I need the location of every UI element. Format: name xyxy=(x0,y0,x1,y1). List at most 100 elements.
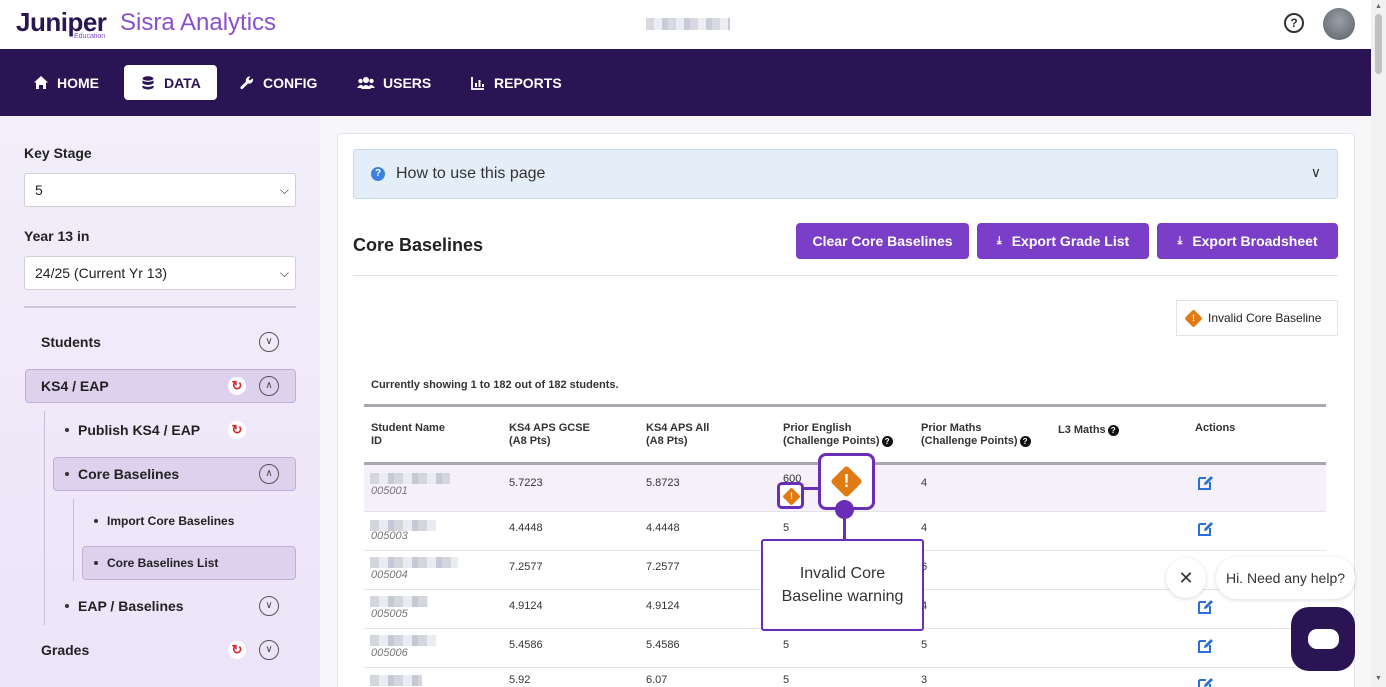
school-name-redacted xyxy=(646,18,730,30)
ks4-all-value: 7.2577 xyxy=(646,561,680,573)
how-to-accordion[interactable]: ? How to use this page ∨ xyxy=(353,149,1338,199)
callout-connector xyxy=(804,487,820,490)
col-student-name[interactable]: Student Name ID xyxy=(371,422,445,448)
nav-users[interactable]: USERS xyxy=(341,65,447,100)
chevron-down-icon[interactable]: ∨ xyxy=(259,596,279,616)
legend: Invalid Core Baseline xyxy=(1176,300,1338,336)
export-broadsheet-button[interactable]: ⤓ Export Broadsheet xyxy=(1157,223,1338,259)
col-prior-english[interactable]: Prior English (Challenge Points)? xyxy=(783,422,893,448)
student-id: 005001 xyxy=(371,485,408,497)
bullet xyxy=(94,561,98,565)
sidebar-item-ks4-eap[interactable]: KS4 / EAP xyxy=(25,369,296,403)
clear-core-baselines-button[interactable]: Clear Core Baselines xyxy=(796,223,969,259)
question-circle-icon[interactable]: ? xyxy=(1019,435,1031,447)
nav-users-label: USERS xyxy=(383,74,432,91)
sidebar-item-import-core[interactable]: Import Core Baselines xyxy=(94,504,234,538)
nav-home[interactable]: HOME xyxy=(17,65,115,100)
bar-chart-icon xyxy=(471,76,484,90)
sidebar-item-eap-baselines[interactable]: EAP / Baselines xyxy=(65,589,184,623)
ks4-all-value: 5.4586 xyxy=(646,639,680,651)
prior-english-value: 5 xyxy=(783,522,790,534)
nav-config[interactable]: CONFIG xyxy=(223,65,333,100)
sidebar-divider xyxy=(24,306,296,308)
ks4-gcse-value: 5.4586 xyxy=(509,639,543,651)
ks4-gcse-value: 7.2577 xyxy=(509,561,543,573)
year-value: 24/25 (Current Yr 13) xyxy=(35,265,168,281)
question-circle-icon[interactable]: ? xyxy=(1284,13,1304,33)
table-row[interactable]: 5.92 6.07 5 3 xyxy=(364,668,1326,687)
brand-logo[interactable]: Juniper xyxy=(16,7,107,37)
student-id: 005004 xyxy=(371,569,408,581)
key-stage-select[interactable]: 5 ⌵ xyxy=(24,173,296,207)
sidebar-item-label: Students xyxy=(41,334,101,350)
chevron-down-icon[interactable]: ∨ xyxy=(259,332,279,352)
question-circle-icon[interactable]: ? xyxy=(1107,424,1119,436)
callout-highlight-small[interactable] xyxy=(777,482,804,509)
col-label: KS4 APS GCSE xyxy=(509,422,590,434)
student-id: 005005 xyxy=(371,608,408,620)
chevron-up-icon[interactable]: ∧ xyxy=(259,376,279,396)
nav-reports[interactable]: REPORTS xyxy=(454,65,578,100)
scrollbar[interactable]: ▲ ▼ xyxy=(1371,0,1386,687)
export-grade-list-button[interactable]: ⤓ Export Grade List xyxy=(977,223,1149,259)
edit-icon[interactable] xyxy=(1196,676,1214,687)
sidebar-item-students[interactable]: Students xyxy=(41,325,101,359)
scroll-up-arrow-icon[interactable]: ▲ xyxy=(1375,3,1382,10)
ks4-all-value: 4.4448 xyxy=(646,522,680,534)
avatar[interactable] xyxy=(1323,8,1355,40)
col-ks4-gcse[interactable]: KS4 APS GCSE (A8 Pts) xyxy=(509,422,590,448)
chevron-down-icon[interactable]: ∨ xyxy=(259,640,279,660)
sidebar-item-core-baselines[interactable]: Core Baselines xyxy=(53,457,296,491)
year-label: Year 13 in xyxy=(24,228,90,244)
edit-icon[interactable] xyxy=(1196,598,1214,616)
col-l3-maths[interactable]: L3 Maths? xyxy=(1058,424,1119,437)
chat-greeting[interactable]: Hi. Need any help? xyxy=(1216,557,1355,599)
prior-maths-value: 6 xyxy=(921,561,928,573)
question-circle-icon[interactable]: ? xyxy=(881,435,893,447)
results-count: Currently showing 1 to 182 out of 182 st… xyxy=(371,379,619,391)
chevron-down-icon: ⌵ xyxy=(279,266,289,280)
main-nav: HOME DATA CONFIG USERS REPORTS xyxy=(0,49,1371,116)
student-name-redacted xyxy=(370,635,436,646)
ks4-gcse-value: 4.9124 xyxy=(509,600,543,612)
callout-connector xyxy=(843,510,846,540)
download-icon: ⤓ xyxy=(996,234,1002,247)
edit-icon[interactable] xyxy=(1196,637,1214,655)
sidebar-item-grades[interactable]: Grades xyxy=(41,633,89,667)
nav-data[interactable]: DATA xyxy=(124,65,217,100)
ks4-all-value: 4.9124 xyxy=(646,600,680,612)
scroll-down-arrow-icon[interactable]: ▼ xyxy=(1375,675,1382,682)
close-icon[interactable]: ✕ xyxy=(1166,558,1206,598)
prior-maths-value: 3 xyxy=(921,674,928,686)
sidebar: Key Stage 5 ⌵ Year 13 in 24/25 (Current … xyxy=(0,116,320,687)
student-name-redacted xyxy=(370,596,428,607)
sidebar-item-publish[interactable]: Publish KS4 / EAP xyxy=(65,413,200,447)
bullet xyxy=(94,519,98,523)
student-name-redacted xyxy=(370,675,422,686)
nav-reports-label: REPORTS xyxy=(494,74,562,91)
scroll-thumb[interactable] xyxy=(1375,14,1382,74)
student-name-redacted xyxy=(370,520,436,531)
col-label: Student Name xyxy=(371,422,445,434)
divider xyxy=(353,275,1338,276)
col-ks4-all[interactable]: KS4 APS All (A8 Pts) xyxy=(646,422,709,448)
col-label: Actions xyxy=(1195,422,1236,434)
sidebar-item-label: Core Baselines List xyxy=(107,556,219,570)
chevron-up-icon[interactable]: ∧ xyxy=(259,464,279,484)
student-name-redacted xyxy=(370,557,458,568)
edit-icon[interactable] xyxy=(1196,474,1214,492)
chat-launcher-button[interactable] xyxy=(1291,607,1355,671)
sidebar-item-core-list[interactable]: Core Baselines List xyxy=(82,546,296,580)
chat-bubble-icon xyxy=(1308,629,1339,649)
prior-maths-value: 4 xyxy=(921,477,928,489)
bullet xyxy=(65,472,69,476)
download-icon: ⤓ xyxy=(1177,234,1183,247)
year-select[interactable]: 24/25 (Current Yr 13) ⌵ xyxy=(24,256,296,290)
sidebar-item-label: Core Baselines xyxy=(78,466,180,482)
sidebar-item-label: Import Core Baselines xyxy=(107,514,235,528)
col-prior-maths[interactable]: Prior Maths (Challenge Points)? xyxy=(921,422,1031,448)
prior-english-value: 5 xyxy=(783,674,790,686)
student-name-redacted xyxy=(370,473,450,484)
edit-icon[interactable] xyxy=(1196,520,1214,538)
table-row[interactable]: 005006 5.4586 5.4586 5 5 xyxy=(364,629,1326,668)
